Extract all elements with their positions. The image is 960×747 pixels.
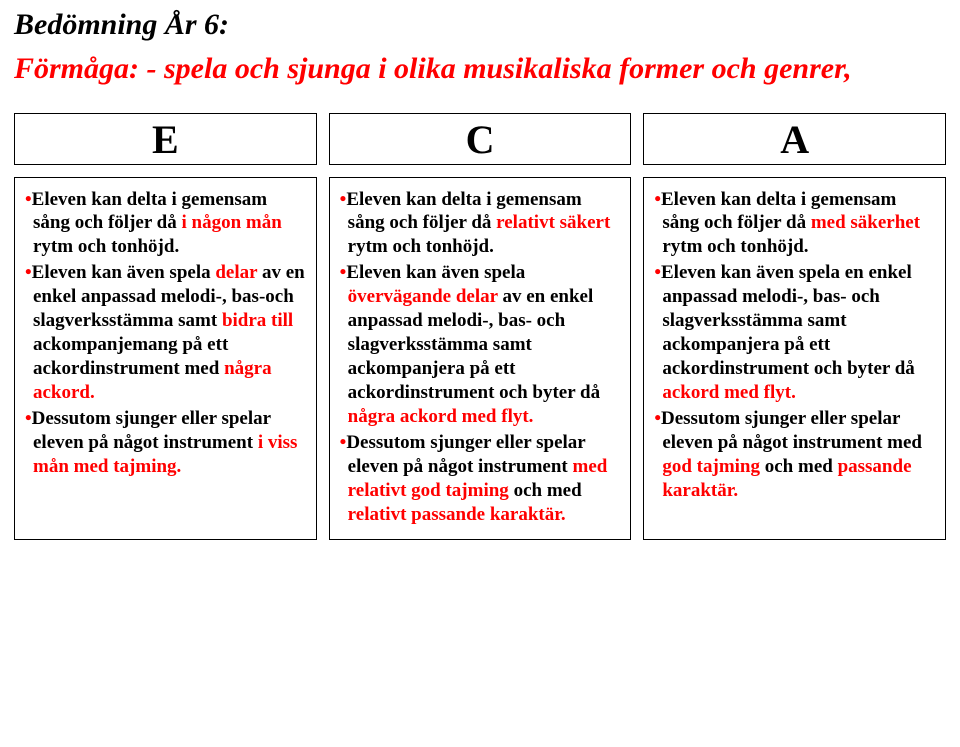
body-text: Eleven kan även spela — [346, 262, 525, 283]
body-row: •Eleven kan delta i gemensam sång och fö… — [14, 177, 946, 540]
cell-c: •Eleven kan delta i gemensam sång och fö… — [329, 177, 632, 540]
highlight-text: relativt passande karaktär. — [348, 504, 566, 525]
body-text: Dessutom sjunger eller spelar eleven på … — [661, 408, 922, 453]
body-text: Eleven kan även spela en enkel anpassad … — [661, 262, 915, 379]
page-subtitle: Förmåga: - spela och sjunga i olika musi… — [14, 52, 946, 87]
bullet-icon: • — [25, 189, 32, 210]
bullet-icon: • — [25, 408, 32, 429]
bullet-item: •Dessutom sjunger eller spelar eleven på… — [25, 407, 306, 479]
body-text: och med — [509, 480, 582, 501]
bullet-item: •Eleven kan även spela övervägande delar… — [340, 261, 621, 429]
bullet-item: •Eleven kan även spela delar av en enkel… — [25, 261, 306, 405]
bullet-icon: • — [25, 262, 32, 283]
body-text: Eleven kan även spela — [32, 262, 216, 283]
highlight-text: ackord med flyt. — [662, 382, 796, 403]
bullet-item: •Dessutom sjunger eller spelar eleven på… — [340, 431, 621, 527]
highlight-text: några ackord med flyt. — [348, 406, 534, 427]
header-row: E C A — [14, 113, 946, 165]
bullet-item: •Eleven kan även spela en enkel anpassad… — [654, 261, 935, 405]
bullet-icon: • — [654, 262, 661, 283]
body-text: rytm och tonhöjd. — [33, 236, 179, 257]
body-text: Dessutom sjunger eller spelar eleven på … — [32, 408, 271, 453]
bullet-icon: • — [654, 408, 661, 429]
highlight-text: övervägande delar — [348, 286, 498, 307]
highlight-text: god tajming — [662, 456, 760, 477]
highlight-text: i någon mån — [181, 212, 281, 233]
page-title: Bedömning År 6: — [14, 8, 946, 42]
highlight-text: med säkerhet — [811, 212, 920, 233]
body-text: och med — [760, 456, 838, 477]
bullet-item: •Dessutom sjunger eller spelar eleven på… — [654, 407, 935, 503]
assessment-table: E C A •Eleven kan delta i gemensam sång … — [14, 113, 946, 540]
header-c: C — [329, 113, 632, 165]
body-text: rytm och tonhöjd. — [662, 236, 808, 257]
body-text: ackompanjemang på ett ackordinstrument m… — [33, 334, 228, 379]
bullet-icon: • — [654, 189, 661, 210]
body-text: Dessutom sjunger eller spelar eleven på … — [346, 432, 585, 477]
highlight-text: bidra till — [222, 310, 293, 331]
cell-a: •Eleven kan delta i gemensam sång och fö… — [643, 177, 946, 540]
body-text: rytm och tonhöjd. — [348, 236, 494, 257]
header-e: E — [14, 113, 317, 165]
highlight-text: delar — [215, 262, 257, 283]
bullet-item: •Eleven kan delta i gemensam sång och fö… — [25, 188, 306, 260]
header-a: A — [643, 113, 946, 165]
highlight-text: relativt säkert — [496, 212, 610, 233]
bullet-item: •Eleven kan delta i gemensam sång och fö… — [654, 188, 935, 260]
bullet-item: •Eleven kan delta i gemensam sång och fö… — [340, 188, 621, 260]
cell-e: •Eleven kan delta i gemensam sång och fö… — [14, 177, 317, 540]
